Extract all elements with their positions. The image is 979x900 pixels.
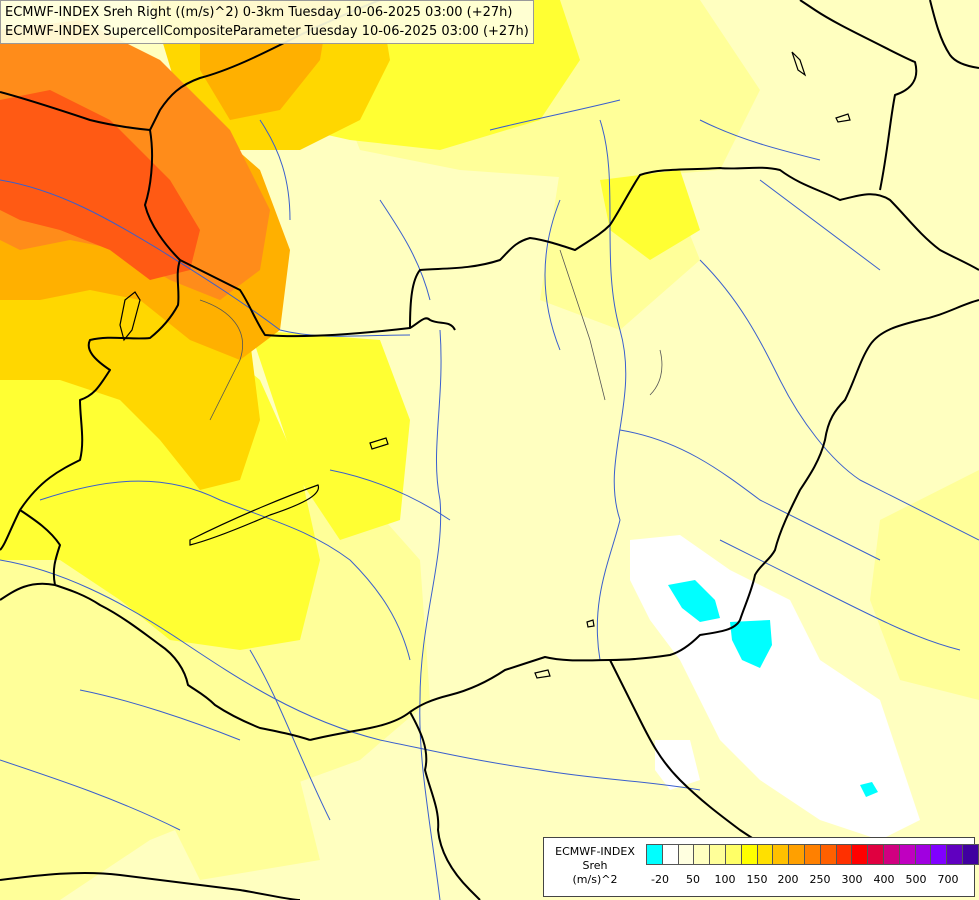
legend-swatch [756,844,774,865]
legend-swatch [946,844,963,865]
legend-swatch [883,844,900,865]
rivers [0,99,979,900]
legend-tick-label: 700 [937,873,959,886]
legend-title-line1: ECMWF-INDEX [555,845,635,858]
legend-swatch [646,844,663,865]
lakes [119,51,851,679]
legend-swatch [693,844,711,865]
legend-swatch [867,844,884,865]
legend-tick-label: 100 [714,873,736,886]
legend-swatch [709,844,726,865]
legend-swatch [661,844,679,865]
legend-swatch [930,844,948,865]
field-red-orange [0,90,200,280]
map-title-box: ECMWF-INDEX Sreh Right ((m/s)^2) 0-3km T… [0,0,534,44]
legend-tick-label: 150 [746,873,768,886]
legend-tick-label: 50 [686,873,700,886]
legend-tick-label: 500 [905,873,927,886]
field-cyan [668,580,878,797]
legend-swatch [819,844,837,865]
legend-tick-label: 200 [777,873,799,886]
legend-swatch [835,844,853,865]
legend-swatch [914,844,932,865]
legend-swatch [804,844,821,865]
legend-title-line3: (m/s)^2 [572,873,618,886]
legend-tick-label: 250 [809,873,831,886]
legend-swatch [898,844,916,865]
legend-title: ECMWF-INDEX Sreh (m/s)^2 [548,845,642,887]
legend-swatch [962,844,979,865]
legend-swatch [788,844,805,865]
legend-tick-label: 300 [841,873,863,886]
legend-swatch [740,844,758,865]
color-legend: ECMWF-INDEX Sreh (m/s)^2 -20 50 100 150 200 2… [543,837,979,897]
legend-swatch [977,844,979,865]
legend-swatch [772,844,790,865]
legend-swatch [851,844,869,865]
legend-swatch [725,844,742,865]
map-title-line1: ECMWF-INDEX Sreh Right ((m/s)^2) 0-3km T… [5,5,513,20]
legend-swatch [677,844,695,865]
legend-title-line2: Sreh [582,859,608,872]
legend-tick-label: -20 [651,873,669,886]
legend-tick-label: 400 [873,873,895,886]
map-title-line2: ECMWF-INDEX SupercellCompositeParameter … [5,24,529,39]
admin-borders [199,249,663,421]
